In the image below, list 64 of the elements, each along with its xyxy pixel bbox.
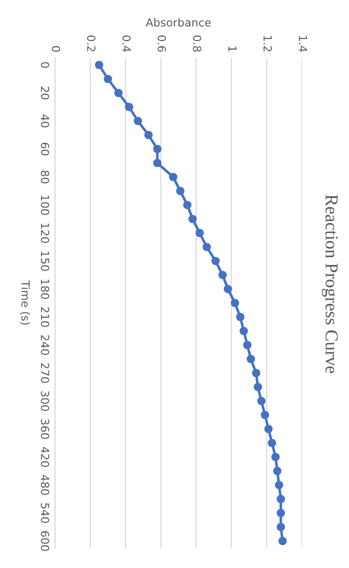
y-tick-label: 40 <box>40 114 50 128</box>
y-tick-label: 150 <box>40 252 50 271</box>
y-tick-label: 270 <box>40 363 50 383</box>
point <box>271 452 280 462</box>
point <box>243 340 252 350</box>
point <box>224 284 232 294</box>
point <box>236 312 244 322</box>
point <box>153 158 162 168</box>
point <box>169 172 178 182</box>
point <box>252 368 260 378</box>
y-tick-label: 240 <box>40 335 50 355</box>
y-tick-label: 540 <box>40 503 50 523</box>
y-tick-label: 120 <box>40 224 50 243</box>
point <box>144 130 153 140</box>
x-axis-title: Absorbance <box>146 18 211 27</box>
point <box>240 326 248 336</box>
point <box>94 60 104 70</box>
y-tick-label: 180 <box>40 280 50 299</box>
x-tick-label: 1 <box>228 46 236 52</box>
y-tick-label: 210 <box>40 307 50 327</box>
point <box>276 508 285 518</box>
point <box>230 298 240 308</box>
x-tick-label: 0.8 <box>192 36 202 52</box>
point <box>153 144 162 154</box>
point <box>202 242 211 252</box>
y-tick-label: 480 <box>40 474 50 495</box>
point <box>278 536 287 546</box>
y-tick-label: 60 <box>40 142 50 156</box>
point <box>183 200 192 210</box>
y-tick-label: 300 <box>40 391 50 411</box>
point <box>273 466 282 476</box>
x-tick-label: 0 <box>52 46 60 52</box>
point <box>257 396 266 406</box>
point <box>246 354 256 364</box>
point <box>264 424 273 434</box>
y-tick-label: 20 <box>40 86 50 100</box>
point <box>124 102 134 112</box>
point <box>218 270 227 280</box>
text: Reaction Progress Curve <box>322 194 338 374</box>
point <box>114 88 123 98</box>
y-tick-label: 0 <box>40 62 50 68</box>
y-tick-label: 360 <box>40 419 50 439</box>
y-tick-label: 80 <box>40 170 50 184</box>
x-tick-label: 0.6 <box>158 36 166 52</box>
x-tick-label: 1.4 <box>298 36 308 52</box>
point <box>276 522 285 532</box>
point <box>276 494 285 504</box>
x-tick-label: 0.4 <box>122 36 131 52</box>
point <box>274 480 284 490</box>
point <box>134 116 142 126</box>
y-tick-label: 420 <box>40 446 50 467</box>
y-tick-label: 600 <box>40 531 50 551</box>
point <box>260 410 270 420</box>
point <box>104 74 112 84</box>
point <box>211 256 220 266</box>
x-tick-label: 0.2 <box>87 36 96 52</box>
point <box>268 438 276 448</box>
point <box>254 382 262 392</box>
y-tick-label: 100 <box>40 196 50 215</box>
point <box>196 228 204 238</box>
y-axis-title: Time (s) <box>20 280 30 325</box>
x-tick-label: 1.2 <box>264 36 272 52</box>
point <box>188 214 197 224</box>
point <box>176 186 184 196</box>
